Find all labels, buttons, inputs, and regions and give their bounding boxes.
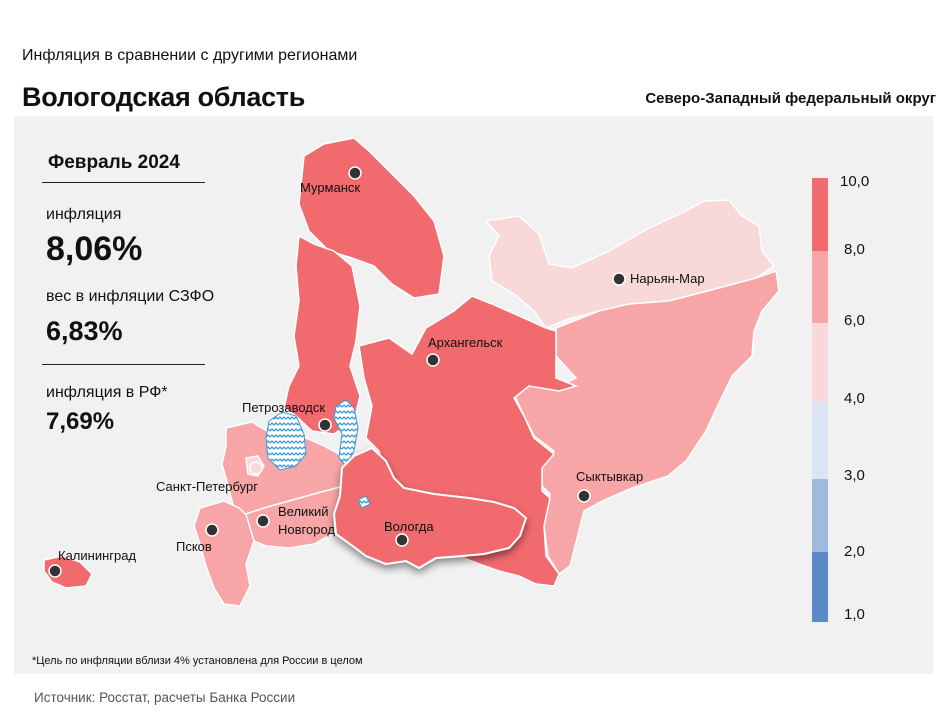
city-label-kaliningrad: Калининград	[58, 548, 136, 563]
city-dot-syktyvkar	[577, 489, 591, 503]
city-dot-arkhangelsk	[426, 353, 440, 367]
footnote: *Цель по инфляции вблизи 4% установлена …	[32, 655, 363, 667]
legend-tick-6: 6,0	[844, 312, 865, 329]
city-label-spb: Санкт-Петербург	[156, 479, 258, 494]
legend-bar	[812, 178, 828, 622]
rf-inflation-label: инфляция в РФ*	[46, 384, 168, 401]
district-label: Северо-Западный федеральный округ	[645, 90, 936, 107]
city-dot-vologda	[395, 533, 409, 547]
page-title: Вологодская область	[22, 82, 306, 112]
legend-tick-8: 8,0	[844, 241, 865, 258]
legend-swatch-10-8	[812, 178, 828, 251]
source-note: Источник: Росстат, расчеты Банка России	[34, 690, 296, 705]
city-label-petrozavodsk: Петрозаводск	[242, 400, 325, 415]
period-label: Февраль 2024	[48, 152, 180, 173]
legend-tick-3: 3,0	[844, 467, 865, 484]
divider-top	[42, 182, 205, 183]
legend-tick-4: 4,0	[844, 390, 865, 407]
legend-swatch-6-4	[812, 323, 828, 401]
region-karelia	[283, 234, 361, 435]
legend-tick-10: 10,0	[840, 173, 870, 190]
legend-tick-1: 1,0	[844, 606, 865, 623]
city-dot-novgorod	[256, 514, 270, 528]
city-dot-petrozavodsk	[318, 418, 332, 432]
weight-label: вес в инфляции СЗФО	[46, 288, 215, 305]
legend-swatch-4-3	[812, 401, 828, 479]
city-dot-kaliningrad	[48, 564, 62, 578]
city-dot-pskov	[205, 523, 219, 537]
city-dot-naryan-mar	[612, 272, 626, 286]
inflation-value: 8,06%	[46, 230, 143, 268]
legend-swatch-8-6	[812, 251, 828, 323]
legend-swatch-3-2	[812, 479, 828, 552]
city-label-vologda: Вологда	[384, 519, 434, 534]
city-label-naryan-mar: Нарьян-Мар	[630, 271, 705, 286]
region-murmansk	[298, 137, 445, 299]
region-map: Мурманск Нарьян-Мар Архангельск Петрозав…	[43, 137, 828, 622]
region-kaliningrad	[43, 555, 93, 589]
region-vologda	[332, 446, 528, 570]
city-label-murmansk: Мурманск	[300, 180, 360, 195]
weight-value: 6,83%	[46, 316, 123, 346]
city-label-arkhangelsk: Архангельск	[428, 335, 503, 350]
rf-inflation-value: 7,69%	[46, 408, 115, 435]
map-panel: Мурманск Нарьян-Мар Архангельск Петрозав…	[14, 116, 933, 674]
city-label-pskov: Псков	[176, 539, 212, 554]
region-nenets	[484, 199, 776, 329]
legend-tick-2: 2,0	[844, 543, 865, 560]
lake-onega	[333, 399, 359, 467]
lake-ladoga	[265, 411, 307, 471]
city-label-syktyvkar: Сыктывкар	[576, 469, 643, 484]
legend-swatch-2-1	[812, 552, 828, 622]
inflation-label: инфляция	[46, 206, 122, 223]
divider-bottom	[42, 364, 205, 365]
city-label-novgorod-2: Новгород	[278, 522, 335, 537]
city-dot-murmansk	[348, 166, 362, 180]
lake-beloye	[357, 495, 371, 509]
city-dot-spb	[249, 461, 263, 475]
city-label-novgorod-1: Великий	[278, 504, 329, 519]
page-subtitle: Инфляция в сравнении с другими регионами	[22, 47, 358, 64]
